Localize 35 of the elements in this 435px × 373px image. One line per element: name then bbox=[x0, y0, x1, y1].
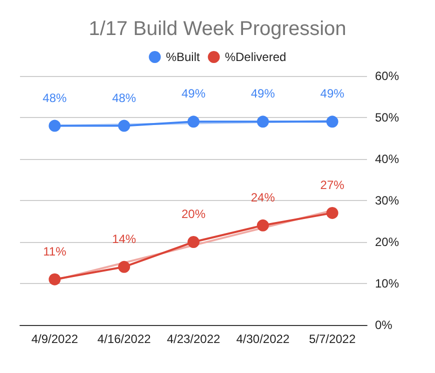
legend-label: %Delivered bbox=[224, 50, 286, 64]
point bbox=[118, 260, 130, 273]
y-tick-label: 20% bbox=[375, 235, 400, 249]
point bbox=[118, 120, 130, 132]
point bbox=[326, 116, 338, 128]
point bbox=[188, 116, 200, 128]
data-label: 14% bbox=[112, 232, 136, 246]
point bbox=[48, 120, 61, 132]
y-tick-label: 60% bbox=[375, 69, 400, 83]
data-label: 27% bbox=[320, 178, 345, 192]
point bbox=[188, 236, 200, 248]
point bbox=[326, 206, 338, 219]
y-tick-label: 40% bbox=[375, 152, 400, 166]
data-label: 49% bbox=[250, 86, 276, 101]
data-label: 49% bbox=[181, 86, 206, 101]
point bbox=[48, 273, 61, 286]
x-tick-label: 4/30/2022 bbox=[236, 332, 290, 346]
data-label: 48% bbox=[42, 90, 68, 105]
legend-label: %Built bbox=[166, 50, 200, 64]
y-tick-label: 50% bbox=[375, 110, 400, 124]
point bbox=[256, 219, 269, 232]
x-tick-label: 4/9/2022 bbox=[31, 332, 78, 346]
y-tick-label: 0% bbox=[375, 318, 393, 332]
data-label: 49% bbox=[320, 86, 345, 101]
x-tick-label: 5/7/2022 bbox=[308, 332, 356, 346]
x-tick-label: 4/23/2022 bbox=[166, 332, 221, 346]
data-label: 11% bbox=[43, 244, 67, 258]
data-label: 24% bbox=[250, 190, 276, 204]
chart-title: 1/17 Build Week Progression bbox=[88, 18, 346, 40]
data-label: 48% bbox=[112, 90, 136, 105]
x-tick-label: 4/16/2022 bbox=[97, 332, 152, 346]
y-tick-label: 30% bbox=[375, 194, 400, 208]
point bbox=[256, 116, 269, 128]
y-tick-label: 10% bbox=[375, 276, 400, 290]
data-label: 20% bbox=[181, 207, 206, 221]
